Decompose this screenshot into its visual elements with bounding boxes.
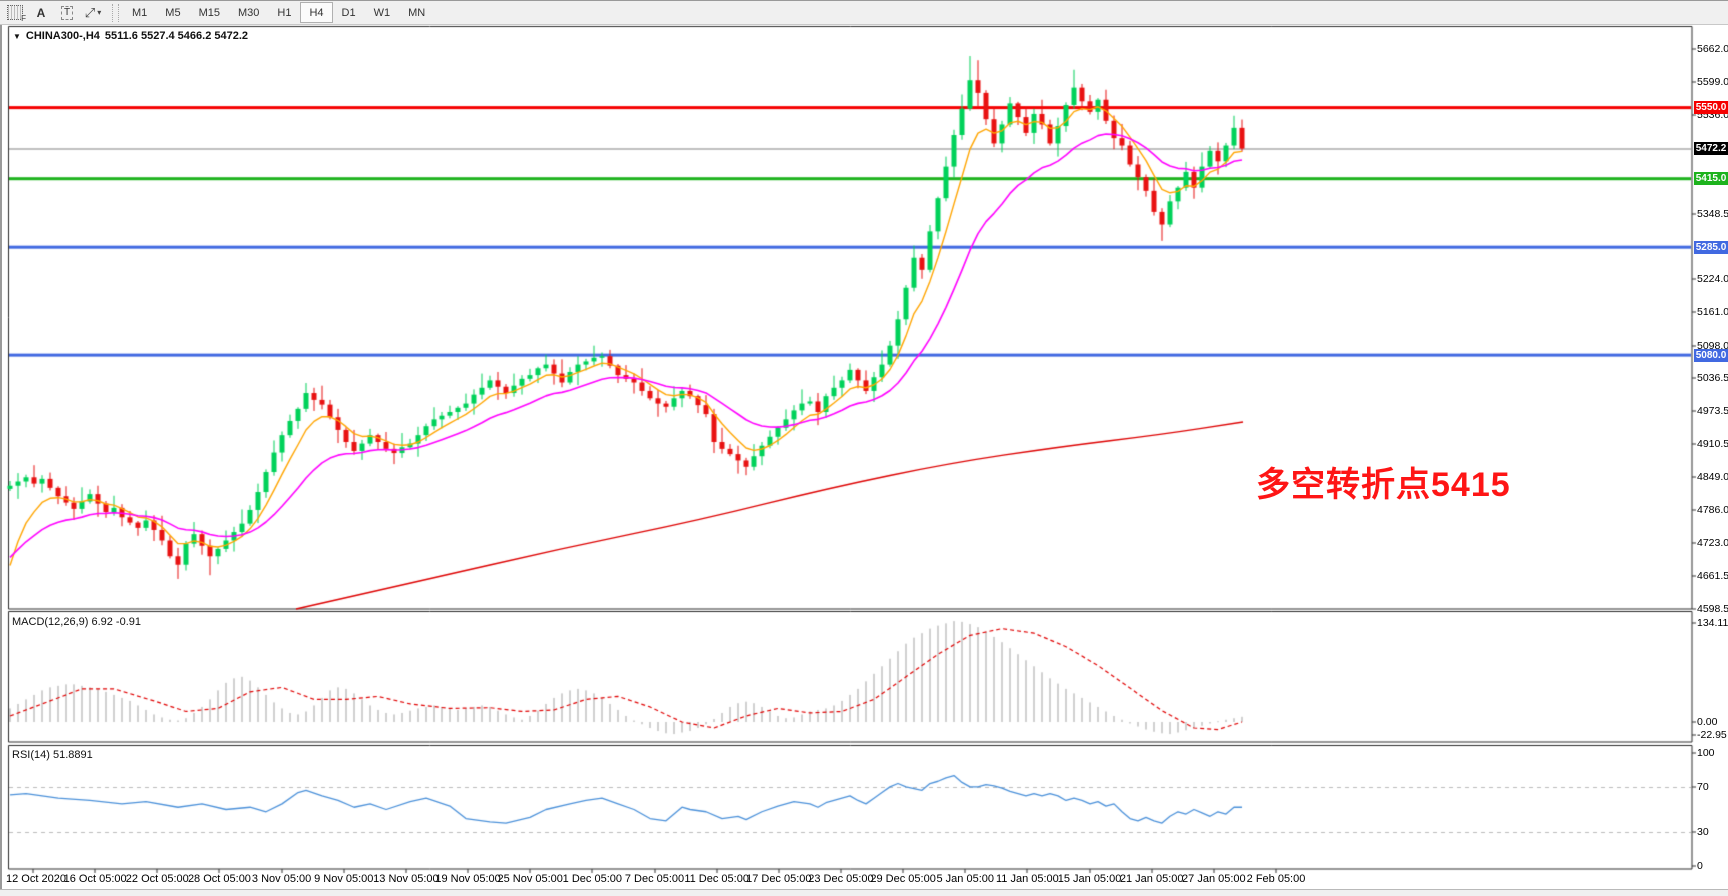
rsi-axis-label: 100 <box>1697 747 1715 759</box>
arrows-tool-button[interactable]: ⤢ ▾ <box>81 3 105 22</box>
timeframe-group: M1 M5 M15 M30 H1 H4 D1 W1 MN <box>123 2 434 23</box>
price-tick-label: 5348.5 <box>1697 207 1728 220</box>
price-tick-label: 4910.5 <box>1697 438 1728 451</box>
price-tick-label: 4723.0 <box>1697 537 1728 550</box>
time-axis-label: 29 Dec 05:00 <box>870 873 936 885</box>
timeframe-button-m30[interactable]: M30 <box>237 6 260 19</box>
arrows-tool-icon: ⤢ <box>84 4 96 20</box>
text-label-tool-button[interactable]: A <box>36 5 46 20</box>
macd-axis-label: -22.95 <box>1697 729 1727 741</box>
window-left-frame <box>0 24 2 889</box>
time-axis-label: 19 Nov 05:00 <box>435 873 501 885</box>
time-axis-label: 11 Jan 05:00 <box>995 873 1059 885</box>
timeframe-button-mn[interactable]: MN <box>408 6 426 19</box>
price-tick-label: 4661.5 <box>1697 569 1728 582</box>
time-axis-label: 15 Jan 05:00 <box>1057 873 1122 885</box>
time-axis-label: 7 Dec 05:00 <box>624 873 685 885</box>
price-tick-label: 5224.0 <box>1697 273 1728 286</box>
price-tick-label: 5036.5 <box>1697 372 1728 385</box>
timeframe-button-w1[interactable]: W1 <box>373 6 391 19</box>
macd-axis-label: 134.11 <box>1697 617 1728 629</box>
time-axis-label: 17 Dec 05:00 <box>746 873 812 885</box>
time-axis-label: 11 Dec 05:00 <box>684 873 749 885</box>
text-tool-button[interactable]: T <box>55 3 79 22</box>
time-axis-label: 1 Dec 05:00 <box>562 873 623 885</box>
time-axis-label: 3 Nov 05:00 <box>251 873 312 885</box>
macd-axis-label: 0.00 <box>1697 716 1718 728</box>
fibo-grid-tool-button[interactable]: F <box>3 3 27 23</box>
time-axis-label: 28 Oct 05:00 <box>187 873 251 885</box>
timeframe-button-m5[interactable]: M5 <box>165 6 181 19</box>
timeframe-button-d1[interactable]: D1 <box>341 6 356 19</box>
text-icon: T <box>60 5 74 20</box>
ohlc-values: 5511.6 5527.4 5466.2 5472.2 <box>104 30 249 42</box>
price-badge: 5080.0 <box>1694 348 1728 362</box>
time-axis-label: 5 Jan 05:00 <box>936 873 995 885</box>
time-axis-label: 21 Jan 05:00 <box>1119 873 1184 885</box>
price-tick-label: 4849.0 <box>1697 470 1728 483</box>
timeframe-button-h4[interactable]: H4 <box>300 2 333 23</box>
timeframe-button-h1[interactable]: H1 <box>277 6 292 19</box>
price-badge: 5415.0 <box>1694 172 1728 186</box>
time-axis-label: 2 Feb 05:00 <box>1246 873 1306 885</box>
timeframe-button-m1[interactable]: M1 <box>132 6 148 19</box>
chart-dropdown-icon[interactable]: ▼ <box>13 31 21 41</box>
chart-annotation-text: 多空转折点5415 <box>1256 466 1511 504</box>
fibo-grid-icon: F <box>7 5 26 23</box>
price-badge: 5472.2 <box>1694 142 1728 156</box>
time-axis-label: 25 Nov 05:00 <box>497 873 563 885</box>
price-badge: 5550.0 <box>1694 101 1728 115</box>
price-badge: 5285.0 <box>1694 240 1728 254</box>
time-axis-label: 13 Nov 05:00 <box>373 873 439 885</box>
price-tick-label: 5599.0 <box>1697 75 1728 88</box>
macd-indicator-label: MACD(12,26,9) 6.92 -0.91 <box>12 616 142 628</box>
rsi-axis-label: 0 <box>1697 860 1703 872</box>
time-axis-label: 23 Dec 05:00 <box>808 873 874 885</box>
time-axis-label: 27 Jan 05:00 <box>1182 873 1246 885</box>
price-tick-label: 5161.0 <box>1697 306 1728 319</box>
rsi-indicator-label: RSI(14) 51.8891 <box>12 749 93 761</box>
time-axis-label: 12 Oct 2020 <box>6 873 66 885</box>
timeframe-button-m15[interactable]: M15 <box>198 6 220 19</box>
price-tick-label: 5662.0 <box>1697 42 1728 55</box>
price-tick-label: 4786.0 <box>1697 503 1728 516</box>
time-axis-label: 22 Oct 05:00 <box>125 873 189 885</box>
symbol-title: CHINA300-,H4 <box>25 30 100 42</box>
toolbar: F A T ⤢ ▾ M1 M5 M15 M30 H1 H4 D1 W1 MN <box>0 1 1728 25</box>
time-axis-label: 16 Oct 05:00 <box>63 873 127 885</box>
time-axis-label: 9 Nov 05:00 <box>314 873 374 885</box>
rsi-axis-label: 30 <box>1697 826 1709 839</box>
rsi-axis-label: 70 <box>1697 780 1709 793</box>
toolbar-separator <box>112 3 119 22</box>
symbol-header: ▼ CHINA300-,H4 5511.6 5527.4 5466.2 5472… <box>13 30 248 42</box>
price-tick-label: 4973.5 <box>1697 405 1728 418</box>
status-strip <box>0 889 1728 896</box>
chevron-down-icon[interactable]: ▾ <box>97 8 102 17</box>
price-tick-label: 4598.5 <box>1697 602 1728 615</box>
